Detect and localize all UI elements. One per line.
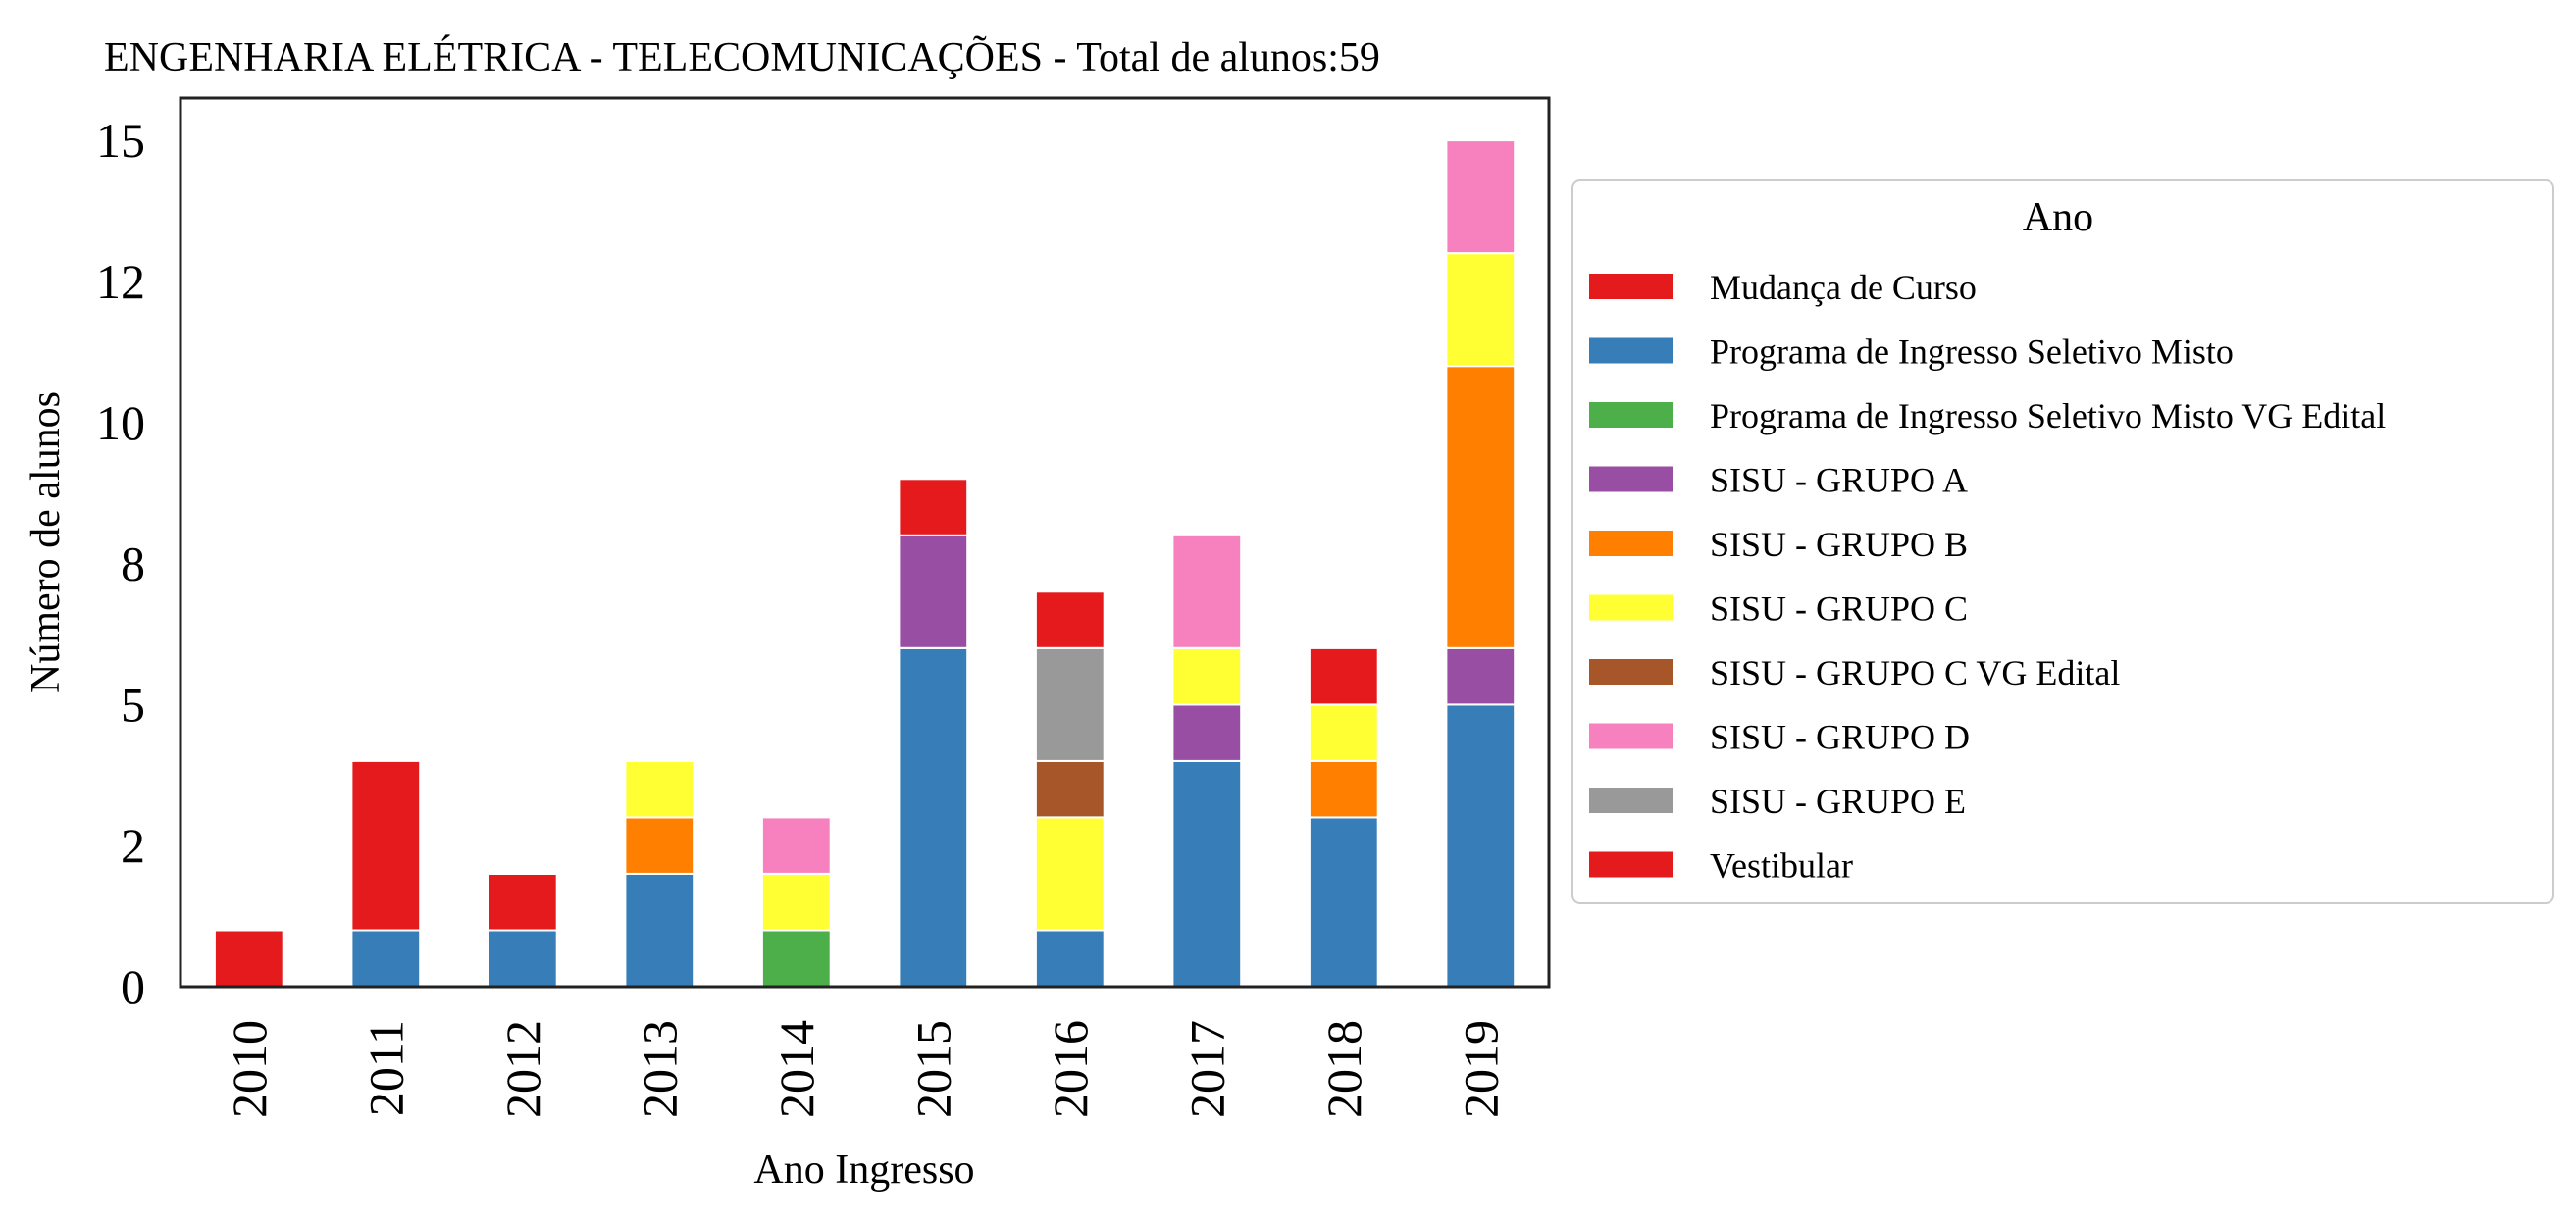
y-tick-label: 2: [121, 818, 145, 873]
legend-label: Programa de Ingresso Seletivo Misto: [1710, 332, 2234, 372]
legend-swatch: [1589, 337, 1673, 364]
legend-label: SISU - GRUPO B: [1710, 525, 1968, 564]
x-tick-label: 2011: [358, 1020, 413, 1116]
legend-label: Mudança de Curso: [1710, 268, 1977, 307]
bar-segment-2016-series-6: [1034, 759, 1106, 819]
x-tick-label: 2015: [905, 1020, 960, 1118]
legend-swatch: [1589, 659, 1673, 685]
bar-segment-2017-series-7: [1171, 534, 1243, 649]
x-tick-labels: 2010 2011 2012 2013 2014 2015 2016 2017 2018 2019: [222, 1020, 1509, 1118]
y-axis-label: Número de alunos: [24, 391, 69, 693]
legend-box: [1571, 179, 2554, 904]
bar-segment-2015-series-3: [898, 534, 969, 649]
legend-label: SISU - GRUPO C: [1710, 589, 1968, 629]
bar-segment-2014-series-7: [760, 816, 832, 875]
legend-swatch: [1589, 274, 1673, 299]
legend-title: Ano: [2023, 195, 2093, 240]
bar-segment-2016-series-5: [1034, 816, 1106, 932]
plot-frame: [179, 96, 1551, 989]
chart-title: ENGENHARIA ELÉTRICA - TELECOMUNICAÇÕES -…: [104, 34, 1380, 80]
bar-segment-2018-series-5: [1308, 703, 1379, 762]
bar-segment-2013-series-4: [624, 816, 696, 875]
x-tick-label: 2019: [1453, 1020, 1508, 1118]
y-tick-label: 8: [121, 536, 145, 591]
x-axis-label: Ano Ingresso: [753, 1147, 974, 1193]
bar-segment-2019-series-1: [1445, 703, 1517, 989]
bar-segment-2017-series-3: [1171, 703, 1243, 762]
bar-segment-2013-series-1: [624, 873, 696, 988]
legend-label: Programa de Ingresso Seletivo Misto VG E…: [1710, 396, 2386, 435]
bar-segment-2019-series-3: [1445, 646, 1517, 706]
y-tick-label: 15: [96, 113, 145, 168]
legend-swatch: [1589, 531, 1673, 556]
legend-swatch: [1589, 723, 1673, 749]
bar-segment-2014-series-5: [760, 873, 832, 932]
bar-segment-2018-series-9: [1308, 646, 1379, 706]
legend-label: SISU - GRUPO E: [1710, 782, 1966, 821]
bar-segment-2017-series-1: [1171, 759, 1243, 989]
bar-segment-2019-series-4: [1445, 365, 1517, 649]
bar-segment-2015-series-1: [898, 646, 969, 989]
legend-label: Vestibular: [1710, 846, 1853, 886]
x-tick-label: 2018: [1316, 1020, 1371, 1118]
legend-swatch: [1589, 466, 1673, 492]
bar-segment-2016-series-1: [1034, 929, 1106, 988]
bar-segment-2017-series-5: [1171, 646, 1243, 706]
x-tick-label: 2010: [222, 1020, 277, 1118]
bar-segment-2016-series-9: [1034, 590, 1106, 649]
bar-segment-2012-series-9: [487, 873, 558, 932]
bar-segment-2015-series-9: [898, 478, 969, 536]
bar-segment-2018-series-1: [1308, 816, 1379, 989]
legend-swatch: [1589, 594, 1673, 621]
legend-swatch: [1589, 788, 1673, 813]
legend-label: SISU - GRUPO A: [1710, 461, 1968, 500]
y-tick-label: 0: [121, 959, 145, 1014]
x-tick-label: 2012: [495, 1020, 550, 1118]
bar-segment-2013-series-5: [624, 759, 696, 819]
legend-label: SISU - GRUPO D: [1710, 718, 1970, 757]
y-tick-label: 12: [96, 254, 145, 309]
bar-segment-2019-series-5: [1445, 252, 1517, 368]
bar-segment-2011-series-9: [350, 759, 422, 932]
legend: Ano Mudança de Curso Programa de Ingresso…: [1571, 179, 2554, 904]
y-tick-label: 10: [96, 395, 145, 450]
bar-segment-2018-series-4: [1308, 759, 1379, 819]
bar-segment-2010-series-0: [213, 929, 284, 988]
bar-segment-2014-series-2: [760, 929, 832, 988]
bar-segment-2016-series-8: [1034, 646, 1106, 762]
bar-segment-2019-series-7: [1445, 139, 1517, 255]
bar-segment-2011-series-1: [350, 929, 422, 988]
y-tick-labels: 0 2 5 8 10 12 15: [96, 113, 145, 1014]
x-tick-label: 2014: [769, 1020, 824, 1118]
legend-swatch: [1589, 402, 1673, 428]
y-tick-label: 5: [121, 677, 145, 732]
x-tick-label: 2016: [1043, 1020, 1098, 1118]
legend-swatch: [1589, 851, 1673, 878]
x-tick-label: 2013: [632, 1020, 687, 1118]
bar-segment-2012-series-1: [487, 929, 558, 988]
bars-group: [213, 139, 1517, 989]
legend-label: SISU - GRUPO C VG Edital: [1710, 653, 2120, 692]
x-tick-label: 2017: [1179, 1020, 1234, 1118]
